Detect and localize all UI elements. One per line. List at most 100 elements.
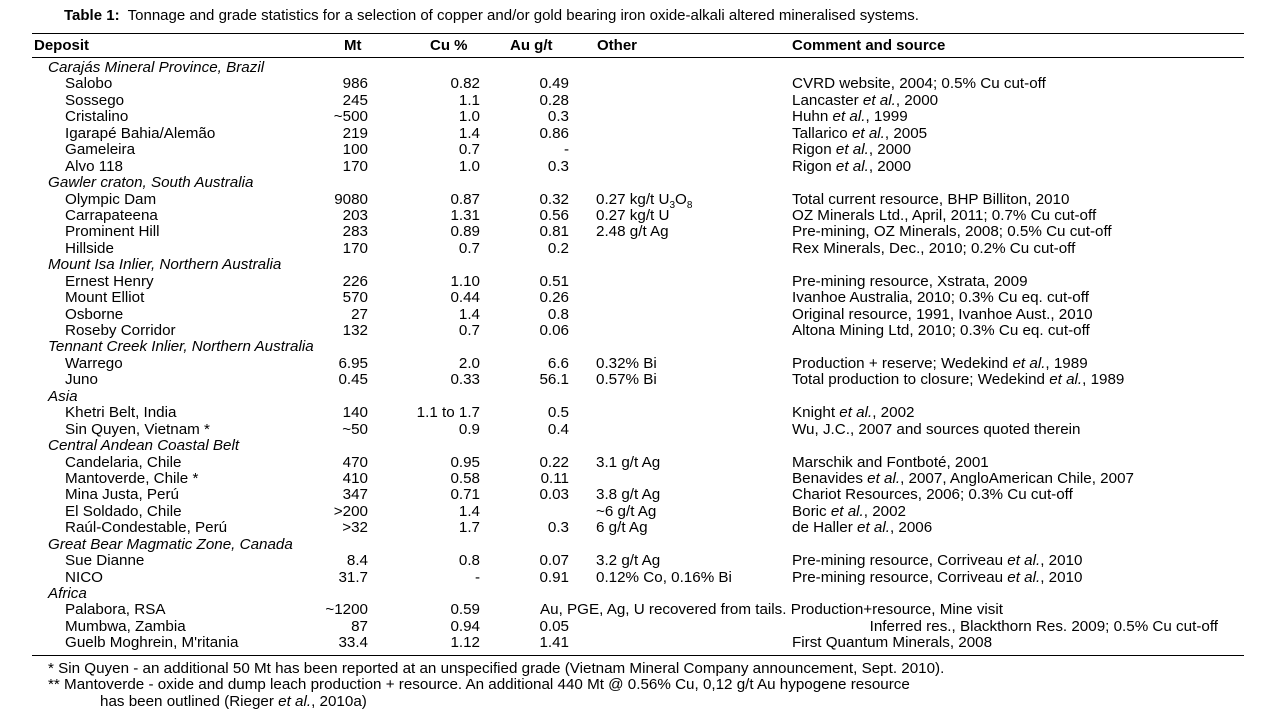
cell-mt: 245 — [342, 91, 368, 109]
cell-comment: Wu, J.C., 2007 and sources quoted therei… — [792, 420, 1081, 438]
cell-au: 0.86 — [539, 124, 569, 142]
cell-deposit: Hillside — [65, 239, 114, 257]
cell-mt: 170 — [342, 239, 368, 257]
cell-mt: ~1200 — [325, 601, 368, 619]
group-row: Central Andean Coastal Belt — [0, 437, 1280, 454]
header-deposit: Deposit — [34, 37, 90, 54]
cell-cu: 0.94 — [450, 617, 480, 635]
cell-deposit: Prominent Hill — [65, 223, 160, 241]
cell-cu: 1.1 — [458, 91, 480, 109]
cell-au: 0.3 — [547, 519, 569, 537]
cell-deposit: Roseby Corridor — [65, 322, 176, 339]
cell-note: Au, PGE, Ag, U recovered from tails. Pro… — [540, 601, 1003, 619]
cell-mt: ~50 — [342, 420, 368, 438]
cell-comment: OZ Minerals Ltd., April, 2011; 0.7% Cu c… — [792, 206, 1097, 224]
header-comment: Comment and source — [792, 37, 946, 54]
footnote-mantoverde-cont: has been outlined (Rieger et al., 2010a) — [48, 692, 944, 710]
header-au: Au g/t — [510, 37, 553, 54]
cell-au: 0.03 — [539, 486, 569, 504]
group-row: Mount Isa Inlier, Northern Australia — [0, 256, 1280, 274]
group-label: Africa — [48, 585, 87, 602]
table-row: Candelaria, Chile 470 0.95 0.22 3.1 g/t Ag Ma… — [0, 453, 1280, 471]
cell-cu: 1.0 — [458, 157, 480, 175]
table-row: Sossego 245 1.1 0.28 Lancaster et al., 2000 — [0, 91, 1280, 109]
cell-deposit: Guelb Moghrein, M'ritania — [65, 634, 239, 652]
group-label: Asia — [48, 387, 78, 405]
cell-au: 0.32 — [539, 190, 569, 208]
header-mt: Mt — [344, 37, 362, 54]
header-bottom-rule — [32, 57, 1244, 58]
cell-mt: 33.4 — [338, 634, 368, 652]
table-row: Mount Elliot 570 0.44 0.26 Ivanhoe Australia… — [0, 289, 1280, 307]
cell-au: 0.56 — [539, 206, 569, 224]
cell-deposit: Candelaria, Chile — [65, 453, 182, 471]
table-row: Gameleira 100 0.7 - Rigon et al., 2000 — [0, 141, 1280, 159]
cell-au: 0.05 — [539, 617, 569, 635]
cell-au: 0.91 — [539, 568, 569, 586]
cell-mt: 986 — [342, 75, 368, 93]
footnote-mantoverde: ** Mantoverde - oxide and dump leach pro… — [48, 676, 910, 694]
cell-comment: Total current resource, BHP Billiton, 20… — [792, 190, 1070, 208]
cell-comment: CVRD website, 2004; 0.5% Cu cut-off — [792, 75, 1046, 93]
cell-deposit: Alvo 118 — [65, 157, 123, 175]
cell-comment: Pre-mining resource, Xstrata, 2009 — [792, 272, 1028, 290]
cell-deposit: Ernest Henry — [65, 272, 154, 290]
cell-mt: 0.45 — [338, 371, 368, 389]
cell-deposit: Sue Dianne — [65, 552, 145, 570]
cell-other: 0.27 kg/t U3O8 — [596, 190, 693, 211]
table-row: Warrego 6.95 2.0 6.6 0.32% Bi Production + re… — [0, 354, 1280, 372]
table-row: Mantoverde, Chile * 410 0.58 0.11 Benavides … — [0, 469, 1280, 487]
footnote-em: et al. — [278, 692, 312, 710]
cell-au: 1.41 — [539, 634, 569, 652]
cell-mt: 6.95 — [338, 354, 368, 372]
cell-cu: 1.31 — [450, 206, 480, 224]
cell-deposit: Igarapé Bahia/Alemão — [65, 124, 216, 142]
cell-au: 0.51 — [539, 272, 569, 290]
cell-mt: 9080 — [334, 190, 368, 208]
cell-mt: 283 — [342, 223, 368, 241]
footnote-sin-quyen: * Sin Quyen - an additional 50 Mt has be… — [48, 660, 945, 677]
cell-mt: 27 — [351, 305, 368, 323]
cell-cu: 1.1 to 1.7 — [416, 404, 480, 422]
cell-comment: Rigon et al., 2000 — [792, 157, 912, 175]
cell-other: 0.27 kg/t U — [596, 206, 670, 224]
group-label: Mount Isa Inlier, Northern Australia — [48, 256, 282, 274]
cell-deposit: Osborne — [65, 305, 124, 323]
cell-au: 0.4 — [547, 420, 569, 438]
table-row: Guelb Moghrein, M'ritania 33.4 1.12 1.41 Fir… — [0, 634, 1280, 652]
group-label: Gawler craton, South Australia — [48, 174, 254, 192]
cell-cu: 0.8 — [458, 552, 480, 570]
cell-au: 0.07 — [539, 552, 569, 570]
cell-au: 56.1 — [539, 371, 569, 389]
table-bottom-rule — [32, 655, 1244, 656]
cell-mt: 132 — [342, 322, 368, 339]
cell-other: 0.32% Bi — [596, 354, 657, 372]
cell-comment: Pre-mining resource, Corriveau et al., 2… — [792, 568, 1083, 586]
header-top-rule — [32, 33, 1244, 34]
cell-mt: 8.4 — [346, 552, 368, 570]
cell-au: 0.2 — [547, 239, 569, 257]
cell-au: 0.26 — [539, 289, 569, 307]
cell-mt: 570 — [342, 289, 368, 307]
cell-comment: Benavides et al., 2007, AngloAmerican Ch… — [792, 469, 1134, 487]
cell-mt: 410 — [342, 469, 368, 487]
cell-au: 0.5 — [547, 404, 569, 422]
cell-comment: Altona Mining Ltd, 2010; 0.3% Cu eq. cut… — [792, 322, 1090, 339]
cell-mt: 31.7 — [338, 568, 368, 586]
table-caption: Table 1: Tonnage and grade statistics fo… — [64, 7, 919, 24]
cell-other: 0.12% Co, 0.16% Bi — [596, 568, 732, 586]
group-label: Carajás Mineral Province, Brazil — [48, 59, 265, 76]
group-row: Gawler craton, South Australia — [0, 174, 1280, 192]
cell-au: 0.06 — [539, 322, 569, 339]
table-row: Salobo 986 0.82 0.49 CVRD website, 2004; 0.5… — [0, 75, 1280, 93]
cell-note: Inferred res., Blackthorn Res. 2009; 0.5… — [869, 617, 1218, 635]
cell-comment: Ivanhoe Australia, 2010; 0.3% Cu eq. cut… — [792, 289, 1089, 307]
cell-cu: - — [474, 568, 480, 586]
cell-deposit: Mount Elliot — [65, 289, 145, 307]
cell-comment: Pre-mining, OZ Minerals, 2008; 0.5% Cu c… — [792, 223, 1112, 241]
cell-mt: 100 — [342, 141, 368, 159]
table-row: Mina Justa, Perú 347 0.71 0.03 3.8 g/t Ag Cha… — [0, 486, 1280, 504]
group-row: Great Bear Magmatic Zone, Canada — [0, 536, 1280, 553]
cell-au: 0.22 — [539, 453, 569, 471]
cell-deposit: Juno — [65, 371, 98, 389]
